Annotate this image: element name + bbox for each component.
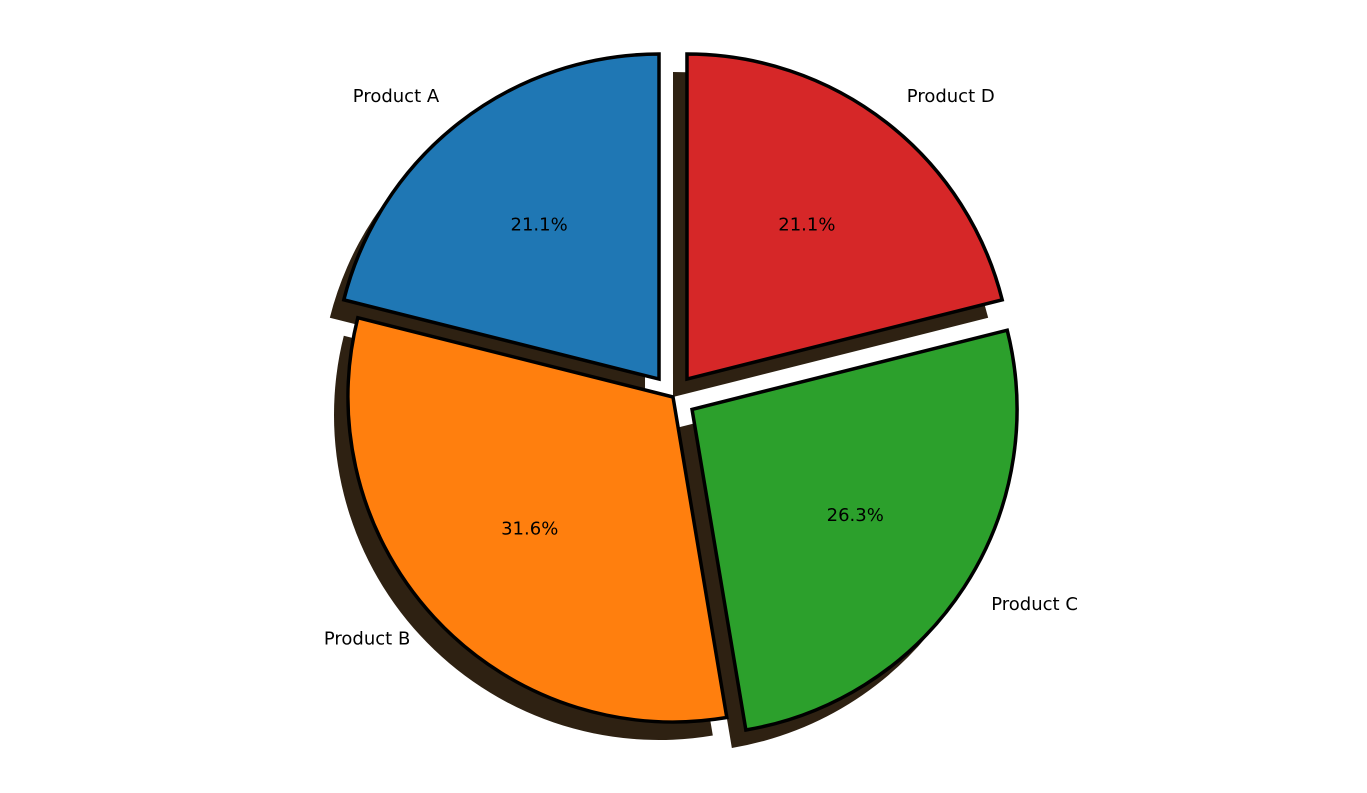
category-label-product-a: Product A bbox=[353, 86, 440, 107]
percent-label-product-d: 21.1% bbox=[778, 214, 835, 235]
category-label-product-d: Product D bbox=[907, 86, 995, 107]
label-layer: Product A Product B Product C Product D … bbox=[324, 86, 1078, 649]
pie-slice-product-a bbox=[341, 52, 661, 382]
wedge-layer bbox=[341, 52, 1019, 732]
percent-label-product-c: 26.3% bbox=[827, 505, 884, 526]
percent-label-product-b: 31.6% bbox=[501, 518, 558, 539]
pie-slice-product-c bbox=[690, 328, 1019, 732]
percent-label-product-a: 21.1% bbox=[511, 214, 568, 235]
pie-slice-product-d bbox=[685, 52, 1005, 382]
category-label-product-c: Product C bbox=[991, 594, 1078, 615]
category-label-product-b: Product B bbox=[324, 628, 410, 649]
pie-slice-product-b bbox=[346, 315, 729, 724]
